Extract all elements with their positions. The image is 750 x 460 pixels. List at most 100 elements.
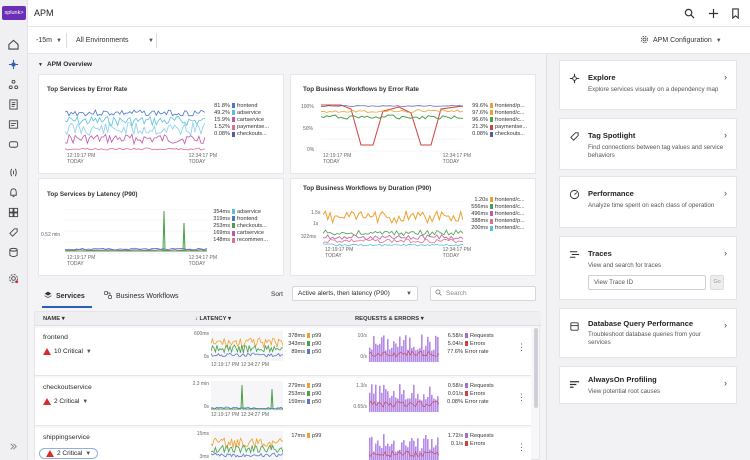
request-bar [371,384,373,412]
legend-item[interactable]: 97.6% frontend/c... [469,109,527,116]
synthetics-icon[interactable] [7,166,20,179]
legend-item[interactable]: 354ms adservice [211,208,268,215]
go-button[interactable]: Go [710,275,724,290]
service-name[interactable]: checkoutservice [43,384,92,391]
alert-count: 2 Critical [54,398,80,405]
sort-select[interactable]: Active alerts, then latency (P90) ▼ [292,286,418,301]
card-alwayson-profiling[interactable]: AlwaysOn Profiling View potential root c… [559,366,737,404]
legend-name: frontend/p... [495,102,525,109]
latency-sparkline [211,331,283,361]
table-row[interactable]: shippingservice 2 Critical ▼ 15ms 3ms ⋮ 17… [35,428,531,460]
settings-icon[interactable] [7,272,20,285]
legend-swatch [232,216,235,222]
filter-bar: -15m ▼ All Environments ▼ APM Configuratio… [28,27,750,54]
legend-item[interactable]: 49.2% adservice [211,109,269,116]
y-tick: 1.5s [311,210,321,216]
legend-item[interactable]: 253ms checkouts... [211,222,268,229]
service-name[interactable]: shippingservice [43,434,90,441]
card-description: View and search for traces [588,262,662,269]
data-icon[interactable] [7,246,20,259]
search-icon[interactable] [682,6,696,20]
chevron-right-icon[interactable]: › [724,188,727,198]
request-value: 6.58/s Requests [445,332,494,339]
alert-badge[interactable]: 2 Critical ▼ [43,398,88,405]
tag-nav-icon[interactable] [7,226,20,239]
legend-item[interactable]: 556ms frontend/c... [469,203,525,210]
reports-icon[interactable] [7,118,20,131]
splunk-logo: splunk> [2,6,26,20]
legend-item[interactable]: 1.20s frontend/c... [469,196,525,203]
latency-value: 378ms p99 [287,332,321,339]
alerts-icon[interactable] [7,186,20,199]
expand-nav-icon[interactable] [7,440,20,453]
environment-select[interactable]: All Environments ▼ [76,34,154,47]
bookmark-icon[interactable] [728,6,742,20]
legend-item[interactable]: 388ms frontend/p... [469,218,525,225]
tab-business-workflows[interactable]: Business Workflows [104,291,179,301]
home-icon[interactable] [7,38,20,51]
chevron-right-icon[interactable]: › [724,248,727,258]
legend-swatch [307,333,310,339]
tab-services[interactable]: Services [44,291,85,301]
legend-item[interactable]: 1.52% paymentse... [211,124,269,131]
legend-item[interactable]: 169ms cartservice [211,230,268,237]
left-nav: splunk> [0,0,28,460]
legend-item[interactable]: 0.08% checkouts... [469,131,527,138]
table-row[interactable]: checkoutservice 2 Critical ▼ 2.3 min 0s 1… [35,378,531,426]
requests-sparkline [369,384,439,412]
search-input[interactable]: Search [430,286,536,301]
card-explore[interactable]: Explore Explore services visually on a d… [559,60,737,110]
header-requests[interactable]: REQUESTS & ERRORS ▾ [355,316,424,322]
legend-item[interactable]: 200ms frontend/c... [469,225,525,232]
legend-name: adservice [237,109,261,116]
alert-badge[interactable]: 10 Critical ▼ [43,348,92,355]
add-icon[interactable] [706,6,720,20]
infrastructure-icon[interactable] [7,78,20,91]
request-bar [417,438,419,460]
header-name[interactable]: NAME ▾ [43,316,65,322]
logs-icon[interactable] [7,98,20,111]
legend-name: frontend/c... [495,203,525,210]
legend-swatch [490,117,493,123]
time-picker[interactable]: -15m ▼ [36,34,62,47]
card-tag-spotlight[interactable]: Tag Spotlight Find connections between t… [559,118,737,170]
service-name[interactable]: frontend [43,334,68,341]
legend-item[interactable]: 96.6% frontend/c... [469,116,527,123]
chevron-right-icon[interactable]: › [724,378,727,388]
trace-id-input[interactable]: View Trace ID [588,275,706,290]
request-bar [393,341,395,362]
legend-item[interactable]: 148ms recommen... [211,237,268,244]
row-menu-icon[interactable]: ⋮ [517,392,526,402]
apm-icon[interactable] [7,58,20,71]
apm-configuration-menu[interactable]: APM Configuration ▼ [640,34,722,47]
legend-item[interactable]: 15.9% cartservice [211,116,269,123]
row-menu-icon[interactable]: ⋮ [517,342,526,352]
chevron-right-icon[interactable]: › [724,130,727,140]
card-performance[interactable]: Performance Analyze time spent on each c… [559,176,737,228]
legend-item[interactable]: 21.3% paymentse... [469,124,527,131]
request-bar [403,440,405,460]
scrollbar[interactable] [534,328,538,408]
chevron-right-icon[interactable]: › [724,320,727,330]
legend-value: 354ms [213,208,230,215]
legend-item[interactable]: 0.08% checkouts... [211,131,269,138]
card-database-query-performance[interactable]: Database Query Performance Troubleshoot … [559,308,737,358]
table-row[interactable]: frontend 10 Critical ▼ 600ms 0s 12:19:17 … [35,328,531,376]
request-bar [413,440,415,460]
series-line [65,109,205,117]
apm-overview-toggle[interactable]: ▼ APM Overview [38,61,92,68]
alert-badge[interactable]: 2 Critical ▼ [39,448,99,459]
chevron-right-icon[interactable]: › [724,72,727,82]
legend-item[interactable]: 81.8% frontend [211,102,269,109]
legend-item[interactable]: 496ms frontend/c... [469,210,525,217]
dashboards-icon[interactable] [7,206,20,219]
legend-item[interactable]: 319ms frontend [211,215,268,222]
card-traces[interactable]: Traces View and search for traces › View … [559,236,737,300]
rum-icon[interactable] [7,138,20,151]
legend-item[interactable]: 99.6% frontend/p... [469,102,527,109]
row-menu-icon[interactable]: ⋮ [517,442,526,452]
chart-error-rate-card: Top Services by Error Rate 12:19:17 PM T… [38,74,284,174]
request-bar [401,394,403,412]
header-latency[interactable]: ↓ LATENCY ▾ [195,316,231,322]
latency-value: 279ms p99 [287,382,321,389]
